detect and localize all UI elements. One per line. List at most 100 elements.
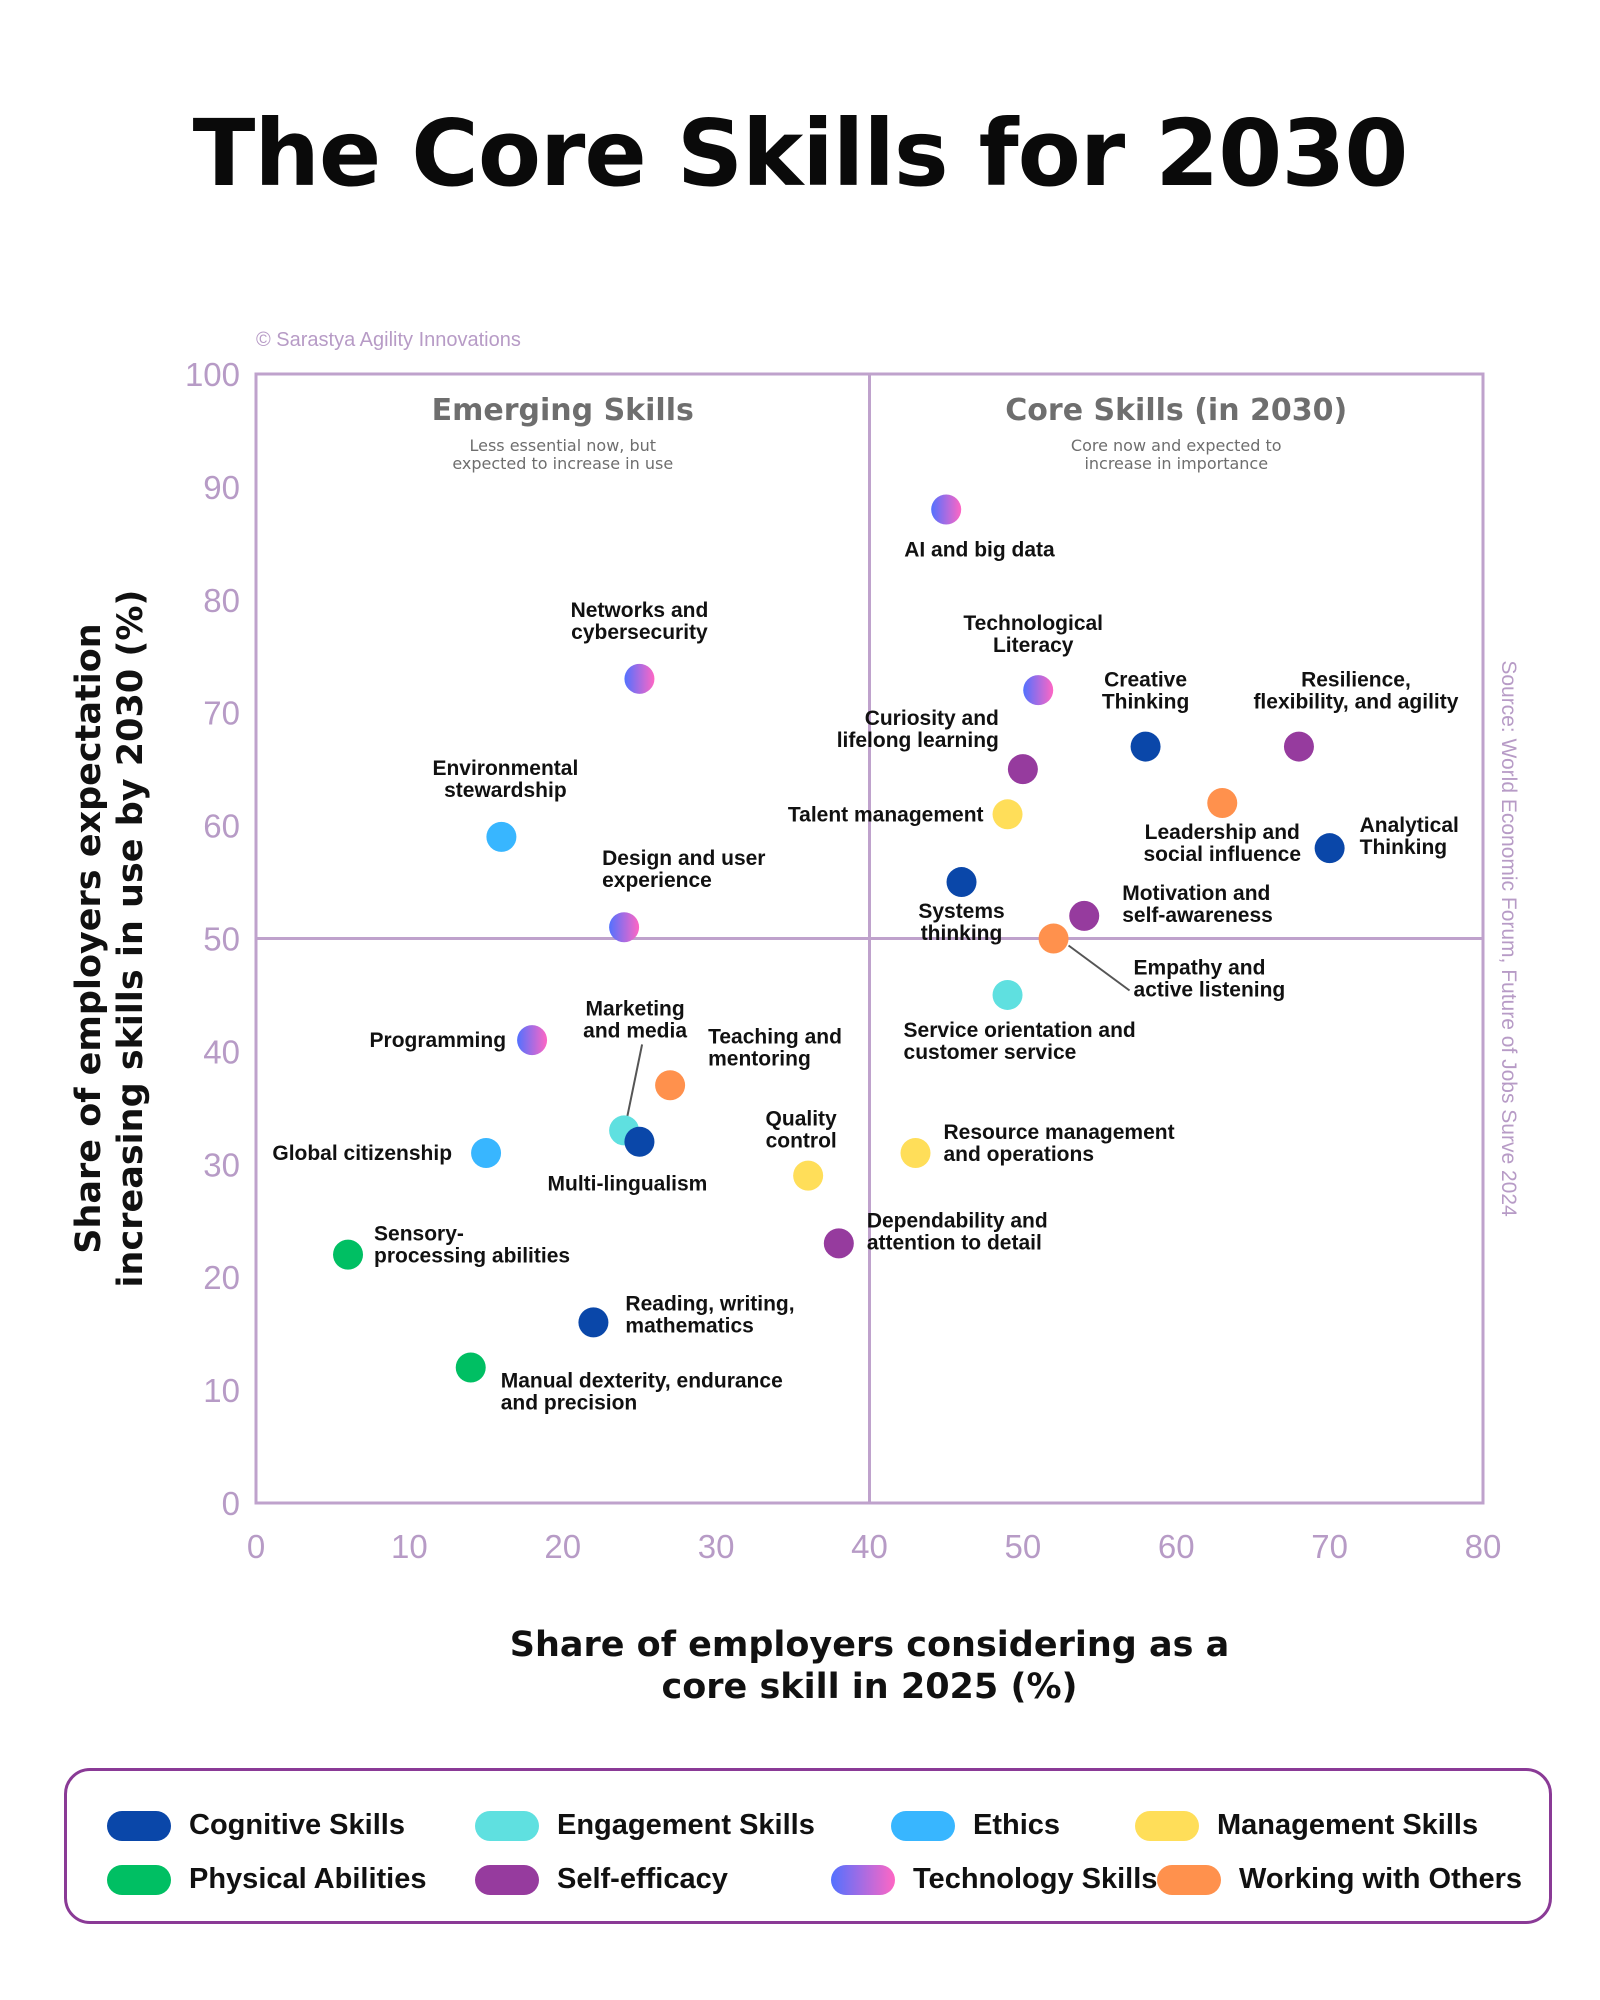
point-label: and precision [501, 1392, 638, 1415]
point-label: social influence [1143, 843, 1301, 866]
data-point [1023, 675, 1054, 706]
x-tick-label: 20 [544, 1528, 581, 1565]
point-label: Programming [370, 1029, 507, 1052]
point-label: customer service [904, 1041, 1077, 1064]
y-tick-label: 40 [203, 1033, 240, 1070]
point-label: Systems [918, 900, 1004, 923]
data-point [992, 979, 1023, 1010]
point-label: processing abilities [374, 1245, 570, 1268]
core-quadrant-subtitle: increase in importance [1084, 454, 1268, 473]
data-point [823, 1228, 854, 1259]
point-label: Marketing [586, 997, 685, 1020]
point-label: Creative [1104, 669, 1187, 692]
point-label: Sensory- [374, 1223, 464, 1246]
data-point [946, 867, 977, 898]
legend-label: Working with Others [1239, 1863, 1523, 1895]
x-tick-label: 80 [1465, 1528, 1502, 1565]
x-tick-label: 70 [1311, 1528, 1348, 1565]
point-label: Thinking [1102, 691, 1190, 714]
legend-item: Physical Abilities [107, 1863, 426, 1896]
legend-swatch [1135, 1810, 1199, 1841]
scatter-chart: © Sarastya Agility Innovations 0 10 20 30 40… [69, 329, 1520, 1707]
label-leader-line [626, 1044, 644, 1118]
point-label: Manual dexterity, endurance [501, 1370, 783, 1393]
y-tick-label: 100 [185, 356, 240, 393]
emerging-quadrant-subtitle: expected to increase in use [452, 454, 673, 473]
x-tick-label: 0 [247, 1528, 265, 1565]
point-label: Reading, writing, [625, 1292, 794, 1315]
data-point [517, 1025, 548, 1056]
point-label: Quality [766, 1108, 838, 1131]
legend-swatch [475, 1810, 539, 1841]
point-label: Multi-lingualism [548, 1173, 708, 1196]
legend-label: Ethics [973, 1809, 1061, 1841]
source-note: Source: World Economic Forum, Future of … [1497, 660, 1520, 1217]
legend-item: Engagement Skills [475, 1809, 815, 1842]
data-point [1007, 754, 1038, 785]
legend-label: Physical Abilities [189, 1863, 427, 1895]
data-point [1283, 731, 1314, 762]
legend-label: Cognitive Skills [189, 1809, 405, 1841]
legend-label: Management Skills [1217, 1809, 1479, 1841]
y-tick-label: 70 [203, 695, 240, 732]
data-point [655, 1070, 686, 1101]
x-tick-label: 10 [391, 1528, 428, 1565]
data-point [486, 821, 517, 852]
data-point [992, 799, 1023, 830]
point-label: Teaching and [708, 1025, 842, 1048]
x-axis-title: Share of employers considering as a core … [510, 1625, 1230, 1707]
legend-label: Technology Skills [913, 1863, 1158, 1895]
y-tick-label: 60 [203, 808, 240, 845]
point-label: control [766, 1130, 837, 1153]
point-label: Curiosity and [865, 707, 999, 730]
point-label: Literacy [993, 634, 1074, 657]
data-point [624, 1126, 655, 1157]
point-label: AI and big data [904, 538, 1055, 561]
legend-swatch [891, 1810, 955, 1841]
legend-label: Engagement Skills [557, 1809, 815, 1841]
data-point [793, 1160, 824, 1191]
point-label: Thinking [1360, 836, 1448, 859]
point-label: self-awareness [1122, 904, 1273, 927]
core-quadrant-subtitle: Core now and expected to [1071, 436, 1282, 455]
legend-swatch [107, 1810, 171, 1841]
point-label: mathematics [625, 1314, 753, 1337]
point-label: and media [583, 1019, 687, 1042]
point-label: experience [602, 869, 712, 892]
emerging-quadrant-subtitle: Less essential now, but [469, 436, 656, 455]
legend-item: Working with Others [1157, 1863, 1522, 1896]
y-tick-label: 50 [203, 921, 240, 958]
y-tick-label: 30 [203, 1146, 240, 1183]
legend-swatch [1157, 1864, 1221, 1895]
point-label: attention to detail [867, 1231, 1042, 1254]
legend-label: Self-efficacy [557, 1863, 728, 1895]
x-tick-label: 40 [851, 1528, 888, 1565]
data-point [900, 1138, 931, 1169]
legend-item: Management Skills [1135, 1809, 1478, 1842]
legend-item: Cognitive Skills [107, 1809, 405, 1842]
data-point [455, 1352, 486, 1383]
point-label: lifelong learning [837, 729, 999, 752]
point-label: Environmental [432, 757, 578, 780]
point-label: active listening [1134, 979, 1286, 1002]
legend-item: Technology Skills [831, 1863, 1157, 1896]
data-point [1038, 923, 1069, 954]
label-leader-line [1067, 944, 1131, 992]
legend: Cognitive Skills Engagement Skills Ethics M… [64, 1768, 1552, 1924]
y-tick-label: 20 [203, 1259, 240, 1296]
point-label: Design and user [602, 847, 765, 870]
point-label: stewardship [444, 779, 567, 802]
chart-title: The Core Skills for 2030 [192, 100, 1409, 207]
data-point [931, 494, 962, 525]
legend-item: Ethics [891, 1809, 1060, 1842]
x-tick-label: 60 [1158, 1528, 1195, 1565]
data-point [333, 1239, 364, 1270]
data-point [578, 1307, 609, 1338]
data-point [609, 912, 640, 943]
point-label: flexibility, and agility [1253, 691, 1458, 714]
data-point [1314, 833, 1345, 864]
data-point [1069, 900, 1100, 931]
y-axis-title: Share of employers expectationincreasing… [69, 590, 151, 1288]
point-label: Dependability and [867, 1209, 1048, 1232]
data-point [1130, 731, 1161, 762]
